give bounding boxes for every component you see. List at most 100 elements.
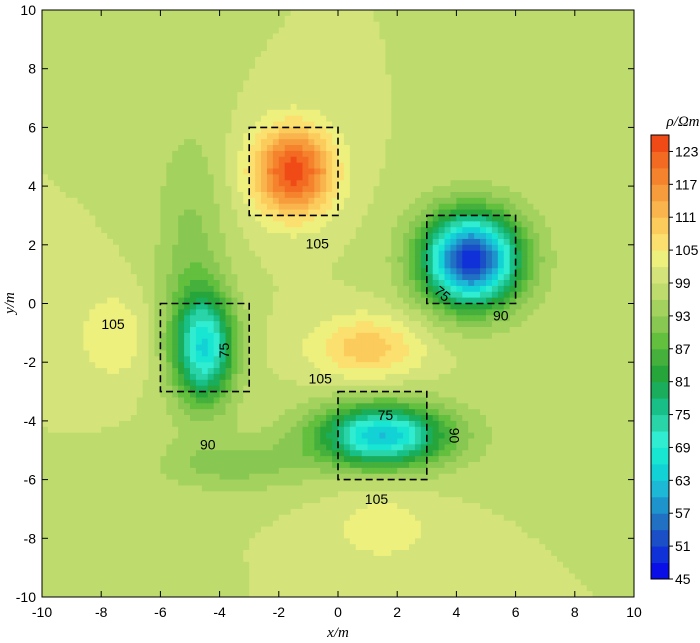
contour-cell xyxy=(42,573,49,580)
contour-cell xyxy=(296,168,304,175)
contour-cell xyxy=(195,450,203,457)
contour-cell xyxy=(47,203,55,211)
contour-cell xyxy=(118,227,126,234)
contour-cell xyxy=(207,92,215,99)
contour-cell xyxy=(142,27,150,35)
contour-cell xyxy=(53,350,61,357)
contour-cell xyxy=(225,174,233,181)
contour-cell xyxy=(314,268,321,275)
contour-cell xyxy=(201,33,209,40)
contour-cell xyxy=(65,203,73,211)
contour-cell xyxy=(166,461,173,469)
contour-cell xyxy=(53,127,61,134)
contour-cell xyxy=(59,250,67,258)
contour-cell xyxy=(136,244,144,252)
contour-cell xyxy=(42,74,49,82)
contour-cell xyxy=(178,56,185,64)
contour-cell xyxy=(71,174,79,181)
contour-cell xyxy=(172,473,179,481)
contour-cell xyxy=(47,256,55,264)
contour-cell xyxy=(195,514,203,522)
contour-cell xyxy=(160,127,167,134)
contour-cell xyxy=(201,139,209,146)
contour-cell xyxy=(261,180,268,187)
contour-cell xyxy=(284,145,292,152)
contour-cell xyxy=(195,461,203,469)
contour-cell xyxy=(65,356,73,363)
contour-cell xyxy=(201,321,209,328)
contour-cell xyxy=(326,191,333,199)
contour-cell xyxy=(261,514,268,522)
contour-cell xyxy=(195,21,203,29)
contour-cell xyxy=(178,27,185,35)
contour-cell xyxy=(272,520,280,528)
contour-cell xyxy=(308,555,315,563)
contour-cell xyxy=(42,391,49,399)
contour-cell xyxy=(107,274,114,281)
contour-cell xyxy=(261,244,268,252)
contour-cell xyxy=(290,215,298,222)
contour-cell xyxy=(184,479,191,487)
contour-cell xyxy=(326,473,333,481)
contour-cell xyxy=(249,573,256,580)
contour-cell xyxy=(118,332,126,340)
contour-cell xyxy=(184,591,191,597)
contour-cell xyxy=(231,438,238,445)
contour-cell xyxy=(89,221,96,228)
contour-cell xyxy=(207,456,215,463)
contour-cell xyxy=(89,450,96,457)
contour-cell xyxy=(113,27,120,35)
contour-cell xyxy=(249,98,256,105)
contour-cell xyxy=(154,567,161,575)
contour-cell xyxy=(284,139,292,146)
contour-cell xyxy=(290,479,298,487)
contour-cell xyxy=(166,315,173,322)
contour-cell xyxy=(42,338,49,346)
contour-cell xyxy=(314,544,321,551)
contour-cell xyxy=(302,362,309,369)
contour-cell xyxy=(136,274,144,281)
contour-cell xyxy=(284,103,292,111)
contour-cell xyxy=(314,585,321,592)
contour-cell xyxy=(201,109,209,117)
contour-cell xyxy=(190,168,197,175)
contour-cell xyxy=(213,321,221,328)
contour-cell xyxy=(71,409,79,416)
contour-cell xyxy=(201,103,209,111)
contour-cell xyxy=(190,438,197,445)
contour-cell xyxy=(231,238,238,246)
contour-cell xyxy=(83,391,90,399)
contour-cell xyxy=(207,444,215,451)
contour-cell xyxy=(272,456,280,463)
contour-cell xyxy=(83,579,90,586)
contour-cell xyxy=(124,33,132,40)
contour-cell xyxy=(166,379,173,387)
contour-cell xyxy=(124,139,132,146)
contour-cell xyxy=(113,573,120,580)
contour-cell xyxy=(231,444,238,451)
contour-cell xyxy=(213,133,221,140)
contour-cell xyxy=(95,56,102,64)
contour-cell xyxy=(95,133,102,140)
contour-cell xyxy=(130,508,138,516)
contour-cell xyxy=(154,467,161,475)
contour-cell xyxy=(178,579,185,586)
contour-cell xyxy=(296,103,304,111)
contour-cell xyxy=(231,497,238,504)
contour-cell xyxy=(284,27,292,35)
contour-cell xyxy=(65,561,73,569)
contour-cell xyxy=(42,98,49,105)
contour-cell xyxy=(314,567,321,575)
contour-cell xyxy=(130,121,138,128)
contour-cell xyxy=(42,415,49,422)
contour-cell xyxy=(261,174,268,181)
contour-cell xyxy=(314,262,321,269)
contour-cell xyxy=(190,526,197,534)
contour-cell xyxy=(136,168,144,175)
contour-cell xyxy=(308,103,315,111)
contour-cell xyxy=(320,479,327,487)
contour-cell xyxy=(219,150,227,158)
contour-cell xyxy=(296,215,304,222)
contour-cell xyxy=(201,344,209,352)
contour-cell xyxy=(284,450,292,457)
